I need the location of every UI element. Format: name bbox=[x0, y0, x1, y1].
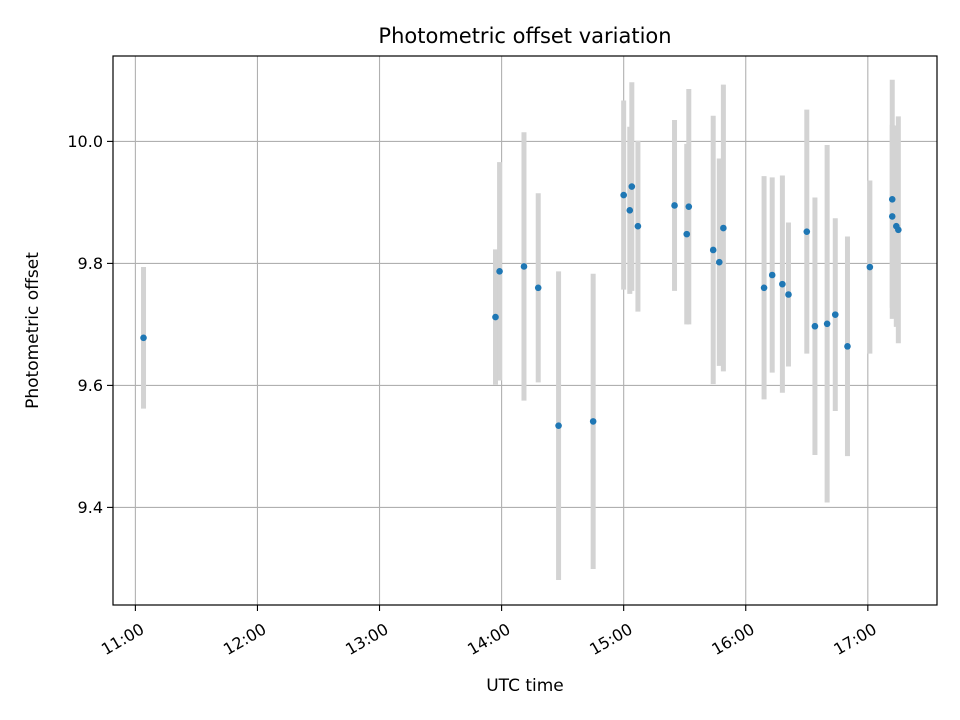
x-tick-label: 11:00 bbox=[98, 619, 147, 659]
data-point bbox=[626, 207, 634, 214]
y-tick-label: 10.0 bbox=[67, 132, 103, 151]
data-point bbox=[720, 224, 727, 232]
x-tick-label: 13:00 bbox=[342, 619, 391, 659]
data-point bbox=[492, 313, 499, 321]
axis-ticks: 11:00 12:00 13:00 14:00 15:00 16:00 17:00 9.4 9.… bbox=[67, 132, 879, 659]
data-point bbox=[628, 183, 636, 190]
x-tick-label: 15:00 bbox=[586, 619, 635, 659]
data-point bbox=[895, 226, 902, 234]
x-axis-label: UTC time bbox=[486, 676, 564, 696]
y-tick-label: 9.8 bbox=[78, 254, 103, 273]
data-point bbox=[785, 291, 792, 298]
x-tick-label: 12:00 bbox=[220, 619, 269, 659]
data-point bbox=[496, 268, 503, 275]
x-tick-label: 17:00 bbox=[830, 619, 879, 659]
x-tick-label: 16:00 bbox=[708, 619, 757, 659]
y-axis-label: Photometric offset bbox=[23, 252, 43, 409]
data-point bbox=[760, 284, 768, 292]
data-point bbox=[768, 271, 776, 279]
data-point bbox=[823, 320, 831, 328]
data-point bbox=[716, 258, 723, 266]
error-bars bbox=[141, 79, 901, 580]
data-point bbox=[140, 334, 147, 342]
data-point bbox=[803, 228, 811, 235]
data-point bbox=[811, 322, 819, 330]
data-point bbox=[779, 280, 786, 288]
data-point bbox=[555, 422, 562, 429]
data-point bbox=[634, 222, 642, 230]
data-point bbox=[534, 284, 542, 292]
data-point bbox=[671, 202, 678, 209]
data-point bbox=[520, 263, 528, 270]
data-point bbox=[709, 246, 717, 254]
data-point bbox=[589, 418, 597, 425]
data-point bbox=[888, 213, 896, 220]
data-point bbox=[620, 191, 627, 199]
plot-frame bbox=[112, 55, 938, 606]
y-tick-label: 9.4 bbox=[78, 498, 103, 517]
data-point bbox=[844, 343, 851, 350]
data-point bbox=[866, 263, 874, 271]
x-tick-label: 14:00 bbox=[464, 619, 513, 659]
chart-title: Photometric offset variation bbox=[378, 24, 671, 48]
data-point bbox=[683, 230, 691, 238]
data-point bbox=[831, 311, 839, 318]
data-point bbox=[888, 196, 896, 203]
y-tick-label: 9.6 bbox=[78, 376, 103, 395]
data-points bbox=[140, 183, 902, 429]
data-point bbox=[685, 203, 693, 210]
